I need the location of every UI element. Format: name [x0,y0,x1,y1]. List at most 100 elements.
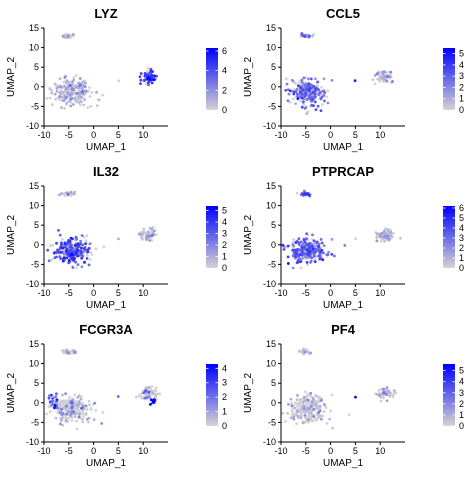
colorbar-tick-label: 1 [459,253,464,263]
cell-point [311,401,314,405]
cell-point [58,233,62,237]
cell-point [291,243,295,247]
cell-point [304,93,308,96]
cell-point [76,395,80,399]
cell-point [315,405,318,409]
cell-point [331,426,335,430]
cell-point [146,81,150,84]
cell-point [308,241,312,245]
scatter-points [281,347,398,430]
cell-point [138,75,142,79]
colorbar-tick-label: 0 [222,105,227,115]
cell-point [45,97,49,100]
cell-point [307,406,311,410]
cell-point [295,402,299,405]
cell-point [81,80,85,84]
cell-point [286,255,290,259]
cell-point [84,242,87,246]
cell-point [306,394,309,397]
cell-point [84,404,88,408]
cell-point [305,260,309,264]
cell-point [50,258,54,261]
cell-point [309,392,313,395]
cell-point [389,228,393,232]
cell-point [85,234,89,238]
cell-point [55,392,58,396]
cell-point [322,244,326,248]
cell-point [321,414,325,418]
cell-point [150,389,153,393]
cell-point [75,266,78,270]
cell-point [390,235,394,239]
cell-point [294,241,298,245]
x-tick-label: 0 [328,288,333,298]
cell-point [151,225,155,229]
cell-point [353,79,357,83]
cell-point [382,387,385,391]
colorbar [206,364,218,426]
cell-point [62,256,66,260]
cell-point [382,391,386,394]
cell-point [284,77,288,81]
y-tick-label: 5 [271,220,276,230]
cell-point [50,403,54,406]
cell-point [47,259,51,263]
cell-point [394,391,398,395]
cell-point [383,234,387,238]
cell-point [76,408,79,411]
cell-point [286,262,290,265]
cell-point [90,253,94,256]
cell-point [59,245,63,249]
cell-point [302,103,306,106]
cell-point [140,236,144,239]
cell-point [53,404,57,408]
cell-point [61,34,65,38]
cell-point [381,80,385,83]
cell-point [58,95,62,99]
cell-point [386,75,389,78]
cell-point [81,417,85,421]
cell-point [300,32,304,36]
colorbar-tick-label: 3 [459,388,464,398]
cell-point [319,414,322,418]
cell-point [323,91,326,95]
cell-point [305,256,309,260]
y-tick-label: 10 [266,359,276,369]
panel-title: FCGR3A [79,322,133,337]
cell-point [58,404,62,407]
cell-point [291,266,295,270]
cell-point [75,419,79,423]
cell-point [328,417,332,421]
cell-point [387,390,390,394]
cell-point [306,398,310,402]
y-tick-label: 0 [271,398,276,408]
cell-point [290,78,294,82]
y-tick-label: -10 [263,437,276,447]
cell-point [308,255,312,259]
colorbar-tick-label: 4 [459,377,464,387]
cell-point [64,246,67,249]
colorbar-tick-label: 3 [459,233,464,243]
cell-point [153,395,157,399]
cell-point [144,389,147,393]
cell-point [379,75,382,79]
cell-point [67,99,71,103]
cell-point [309,395,313,398]
cell-point [305,232,308,236]
cell-point [117,237,120,241]
cell-point [312,415,316,418]
cell-point [82,103,86,107]
cell-point [375,236,379,239]
cell-point [322,77,326,81]
y-tick-label: -5 [268,101,276,111]
cell-point [77,101,81,104]
cell-point [281,411,285,415]
y-tick-label: 0 [271,240,276,250]
cell-point [313,100,317,104]
cell-point [65,250,68,253]
cell-point [305,192,309,196]
cell-point [286,88,290,92]
cell-point [89,408,93,411]
cell-point [302,404,305,408]
cell-point [286,411,290,415]
